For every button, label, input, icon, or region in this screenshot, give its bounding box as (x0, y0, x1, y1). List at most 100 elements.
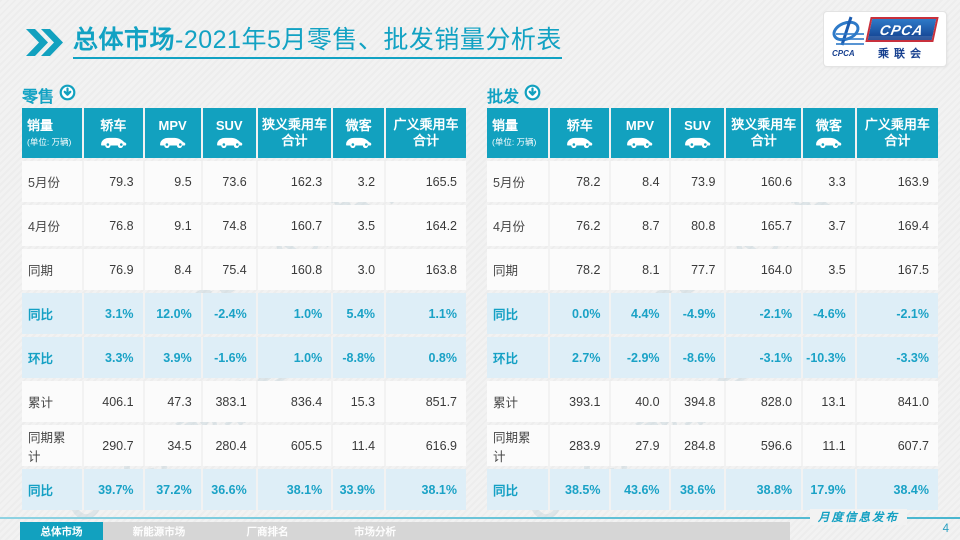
table-cell: 40.0 (611, 381, 671, 422)
table-cell: 76.2 (550, 205, 612, 246)
table-cell: -8.8% (333, 337, 387, 378)
table-cell: 34.5 (144, 425, 203, 466)
table-row: 同比 38.5% 43.6% 38.6% 38.8% 17.9% 38.4% (487, 469, 938, 510)
table-cell: 165.7 (726, 205, 804, 246)
table-cell: 3.5 (333, 205, 387, 246)
emblem-text: CPCA (832, 49, 855, 58)
column-header-sales: 销量 (单位: 万辆) (22, 108, 85, 158)
column-header-microvan: 微客 (333, 108, 387, 158)
column-header-broad-pv-total: 广义乘用车 合计 (386, 108, 466, 158)
table-row: 5月份 79.3 9.5 73.6 162.3 3.2 165.5 (22, 161, 466, 202)
table-cell: 73.9 (670, 161, 727, 202)
table-cell: 4.4% (611, 293, 671, 334)
table-cell: 17.9% (803, 469, 857, 510)
row-label: 环比 (22, 337, 85, 378)
table-cell: 39.7% (84, 469, 145, 510)
table-row: 同期累计 283.9 27.9 284.8 596.6 11.1 607.7 (487, 425, 938, 466)
column-header-mpv: MPV (144, 108, 203, 158)
table-cell: 160.6 (726, 161, 804, 202)
table-cell: 851.7 (386, 381, 466, 422)
table-row: 累计 393.1 40.0 394.8 828.0 13.1 841.0 (487, 381, 938, 422)
table-cell: 38.6% (670, 469, 727, 510)
table-cell: 11.1 (803, 425, 857, 466)
table-cell: -2.4% (202, 293, 258, 334)
row-label: 同期 (487, 249, 551, 290)
table-cell: 78.2 (550, 161, 612, 202)
table-cell: 3.3% (84, 337, 145, 378)
row-label: 4月份 (487, 205, 551, 246)
table-row: 5月份 78.2 8.4 73.9 160.6 3.3 163.9 (487, 161, 938, 202)
table-cell: 36.6% (202, 469, 258, 510)
table-cell: 836.4 (257, 381, 334, 422)
table-cell: 393.1 (550, 381, 612, 422)
column-header-broad-pv-total: 广义乘用车 合计 (856, 108, 938, 158)
table-cell: 79.3 (84, 161, 145, 202)
publication-label: 月度信息发布 (810, 509, 907, 525)
table-cell: 38.1% (386, 469, 466, 510)
table-cell: 1.0% (257, 293, 334, 334)
page-number: 4 (942, 523, 949, 535)
table-row: 累计 406.1 47.3 383.1 836.4 15.3 851.7 (22, 381, 466, 422)
table-cell: 394.8 (670, 381, 727, 422)
table-cell: 47.3 (144, 381, 203, 422)
table-cell: 607.7 (856, 425, 938, 466)
table-cell: 11.4 (333, 425, 387, 466)
table-row: 同期 76.9 8.4 75.4 160.8 3.0 163.8 (22, 249, 466, 290)
wholesale-table: 销量 (单位: 万辆) 轿车 MPV SUV 狭义乘用车 合计 微客 广义乘用车 合计 5月份 78.… (487, 105, 938, 513)
table-cell: 3.3 (803, 161, 857, 202)
retail-table-container: 销量 (单位: 万辆) 轿车 MPV SUV 狭义乘用车 合计 微客 广义乘用车 合计 5月份 79.… (22, 105, 466, 513)
table-row: 4月份 76.8 9.1 74.8 160.7 3.5 164.2 (22, 205, 466, 246)
tab-oem-ranking[interactable]: 厂商排名 (246, 525, 289, 538)
tab-market-analysis[interactable]: 市场分析 (354, 525, 396, 538)
sedan-car-icon (100, 138, 127, 149)
table-cell: 3.2 (333, 161, 387, 202)
tab-overall-market[interactable]: 总体市场 (20, 522, 103, 540)
table-cell: -2.9% (611, 337, 671, 378)
table-cell: 1.0% (257, 337, 334, 378)
cpca-logo: CPCA CPCA 乘联会 (824, 12, 946, 66)
table-cell: 76.9 (84, 249, 145, 290)
column-header-narrow-pv-total: 狭义乘用车 合计 (726, 108, 804, 158)
suv-car-icon (216, 138, 243, 149)
table-row: 同比 39.7% 37.2% 36.6% 38.1% 33.9% 38.1% (22, 469, 466, 510)
table-cell: 2.7% (550, 337, 612, 378)
row-label: 同比 (487, 469, 551, 510)
logo-text-block: CPCA 乘联会 (863, 17, 941, 61)
table-cell: 828.0 (726, 381, 804, 422)
table-cell: 38.1% (257, 469, 334, 510)
table-cell: -10.3% (803, 337, 857, 378)
cpca-acronym-badge: CPCA (865, 17, 939, 42)
retail-table: 销量 (单位: 万辆) 轿车 MPV SUV 狭义乘用车 合计 微客 广义乘用车 合计 5月份 79.… (22, 105, 466, 513)
table-cell: 167.5 (856, 249, 938, 290)
suv-car-icon (685, 138, 711, 149)
table-cell: 163.9 (856, 161, 938, 202)
microvan-car-icon (816, 138, 842, 149)
table-cell: 160.7 (257, 205, 334, 246)
table-cell: 8.7 (611, 205, 671, 246)
table-cell: 164.2 (386, 205, 466, 246)
tab-nev-market[interactable]: 新能源市场 (132, 525, 186, 538)
wholesale-section-header: 批发 (487, 83, 541, 107)
column-header-microvan: 微客 (803, 108, 857, 158)
table-cell: -3.1% (726, 337, 804, 378)
table-cell: -2.1% (726, 293, 804, 334)
table-cell: 76.8 (84, 205, 145, 246)
wholesale-table-container: 销量 (单位: 万辆) 轿车 MPV SUV 狭义乘用车 合计 微客 广义乘用车 合计 5月份 78.… (487, 105, 938, 513)
table-cell: 3.0 (333, 249, 387, 290)
column-header-suv: SUV (670, 108, 727, 158)
table-cell: 406.1 (84, 381, 145, 422)
table-row: 4月份 76.2 8.7 80.8 165.7 3.7 169.4 (487, 205, 938, 246)
table-cell: 38.5% (550, 469, 612, 510)
table-cell: 73.6 (202, 161, 258, 202)
row-label: 4月份 (22, 205, 85, 246)
table-cell: 27.9 (611, 425, 671, 466)
table-cell: 1.1% (386, 293, 466, 334)
table-cell: 3.1% (84, 293, 145, 334)
row-label: 同比 (22, 293, 85, 334)
double-chevron-icon (26, 29, 64, 61)
table-cell: 38.8% (726, 469, 804, 510)
table-cell: 596.6 (726, 425, 804, 466)
table-cell: 3.9% (144, 337, 203, 378)
table-cell: -3.3% (856, 337, 938, 378)
down-arrow-circle-icon (524, 84, 541, 106)
